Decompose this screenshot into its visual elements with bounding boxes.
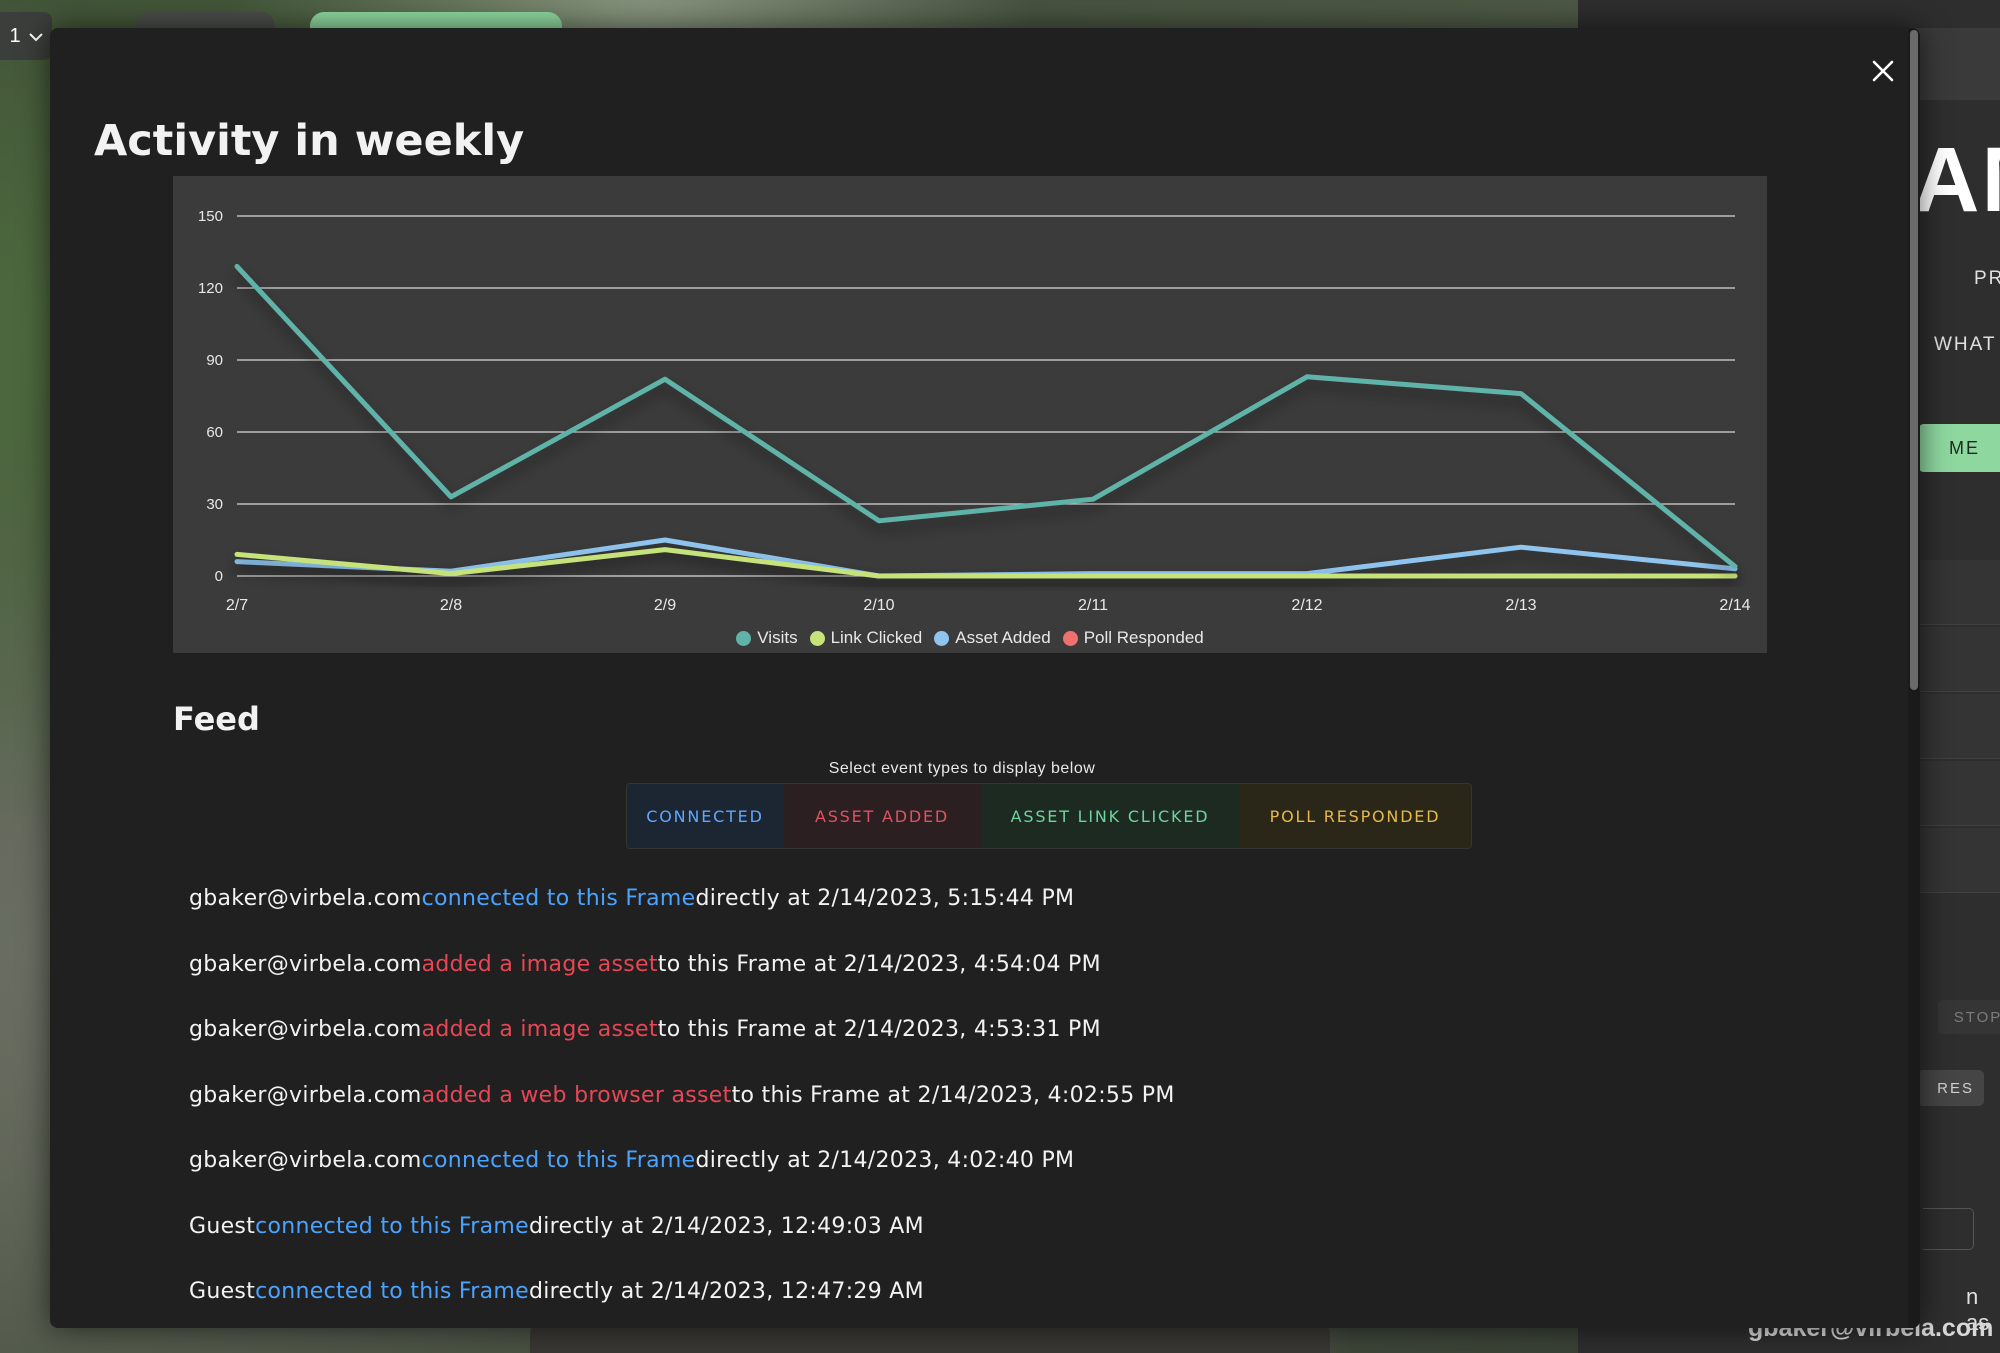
- side-panel-input[interactable]: [1923, 1208, 1974, 1250]
- legend-label: Visits: [757, 628, 798, 647]
- feed-action[interactable]: connected to this Frame: [421, 1148, 696, 1174]
- feed-action[interactable]: connected to this Frame: [421, 886, 696, 912]
- background-bottom-bar: [530, 1325, 1330, 1353]
- side-panel-list: [1918, 560, 2000, 895]
- feed-action[interactable]: added a image asset: [421, 1017, 658, 1043]
- feed-item: gbaker@virbela.com added a web browser a…: [189, 1063, 1789, 1129]
- legend-item[interactable]: Link Clicked: [809, 628, 923, 648]
- y-tick-label: 120: [198, 280, 223, 297]
- legend-label: Poll Responded: [1083, 628, 1204, 647]
- x-tick-label: 2/12: [1291, 597, 1322, 614]
- feed-detail: to this Frame at 2/14/2023, 4:53:31 PM: [657, 1017, 1101, 1043]
- legend-marker: [809, 630, 825, 646]
- feed-user: gbaker@virbela.com: [189, 1148, 422, 1174]
- feed-action[interactable]: added a image asset: [421, 951, 658, 977]
- side-panel-list-row[interactable]: [1918, 560, 2000, 625]
- legend-marker: [1062, 630, 1078, 646]
- close-icon: [1872, 60, 1894, 86]
- feed-detail: directly at 2/14/2023, 4:02:40 PM: [695, 1148, 1075, 1174]
- y-tick-label: 60: [206, 424, 223, 441]
- feed-item: gbaker@virbela.com connected to this Fra…: [189, 1128, 1789, 1194]
- side-panel-green-button[interactable]: ME: [1918, 424, 2000, 472]
- feed-detail: to this Frame at 2/14/2023, 4:54:04 PM: [657, 951, 1101, 977]
- y-tick-label: 150: [198, 208, 223, 225]
- feed-detail: to this Frame at 2/14/2023, 4:02:55 PM: [731, 1082, 1175, 1108]
- x-tick-label: 2/10: [863, 597, 894, 614]
- activity-chart: 0 30 60 90 120 150 2/7 2/8 2/9 2/10 2/11 2/12 2/13 2…: [173, 176, 1767, 653]
- x-tick-label: 2/8: [440, 597, 462, 614]
- legend-label: Link Clicked: [830, 628, 923, 647]
- modal-scrollbar[interactable]: [1908, 28, 1920, 1328]
- feed-user: gbaker@virbela.com: [189, 1082, 422, 1108]
- feed-action[interactable]: connected to this Frame: [255, 1279, 529, 1305]
- feed-detail: directly at 2/14/2023, 12:49:03 AM: [528, 1213, 924, 1239]
- feed-item: Guest connected to this Frame directly a…: [189, 1259, 1789, 1325]
- feed-item: Guest connected to this Frame directly a…: [189, 1194, 1789, 1260]
- x-tick-label: 2/7: [226, 597, 248, 614]
- feed-detail: directly at 2/14/2023, 5:15:44 PM: [695, 886, 1075, 912]
- background-tab[interactable]: [135, 12, 275, 30]
- filter-asset-added-button[interactable]: ASSET ADDED: [783, 784, 981, 848]
- feed-title: Feed: [173, 700, 260, 738]
- filter-caption: Select event types to display below: [828, 760, 1096, 777]
- close-button[interactable]: [1860, 50, 1906, 96]
- x-tick-label: 2/9: [654, 597, 676, 614]
- feed-item: gbaker@virbela.com added a image asset t…: [189, 997, 1789, 1063]
- side-panel-text-1: PR: [1974, 268, 2000, 289]
- chart-svg: 0 30 60 90 120 150 2/7 2/8 2/9 2/10 2/11 2/12 2/13 2…: [198, 208, 1751, 614]
- res-button[interactable]: RES: [1918, 1070, 1984, 1106]
- modal-title: Activity in weekly: [94, 116, 525, 166]
- feed-action[interactable]: connected to this Frame: [255, 1213, 529, 1239]
- feed-user: gbaker@virbela.com: [189, 1017, 422, 1043]
- stop-button[interactable]: STOP: [1938, 1000, 2000, 1034]
- side-panel-list-row[interactable]: [1918, 694, 2000, 759]
- feed-user: Guest: [189, 1213, 256, 1239]
- chevron-down-icon: [28, 25, 43, 48]
- background-dropdown-value: 1: [9, 24, 21, 47]
- x-tick-label: 2/11: [1078, 597, 1108, 614]
- side-panel-text-2: WHAT: [1934, 334, 1997, 355]
- filter-poll-responded-button[interactable]: POLL RESPONDED: [1239, 784, 1471, 848]
- legend-marker: [934, 630, 950, 646]
- filter-connected-button[interactable]: CONNECTED: [627, 784, 783, 848]
- feed-action[interactable]: added a web browser asset: [421, 1082, 732, 1108]
- activity-modal: Activity in weekly 0 30 60 90 120 150 2/7 2/8 2…: [50, 28, 1920, 1328]
- feed-detail: directly at 2/14/2023, 12:47:29 AM: [528, 1279, 924, 1305]
- feed-item: gbaker@virbela.com connected to this Fra…: [189, 866, 1789, 932]
- event-type-filter: CONNECTED ASSET ADDED ASSET LINK CLICKED…: [626, 783, 1472, 849]
- legend-item[interactable]: Asset Added: [934, 628, 1051, 648]
- feed-user: Guest: [189, 1279, 256, 1305]
- feed-item: gbaker@virbela.com added a image asset t…: [189, 932, 1789, 998]
- side-panel-list-row[interactable]: [1918, 828, 2000, 893]
- filter-asset-link-clicked-button[interactable]: ASSET LINK CLICKED: [981, 784, 1239, 848]
- feed-user: gbaker@virbela.com: [189, 951, 422, 977]
- legend-label: Asset Added: [955, 628, 1051, 647]
- side-panel-list-row[interactable]: [1918, 761, 2000, 826]
- background-green-button[interactable]: [310, 12, 562, 30]
- legend-item[interactable]: Poll Responded: [1062, 628, 1204, 648]
- y-tick-label: 0: [215, 568, 223, 585]
- modal-scrollbar-thumb[interactable]: [1910, 30, 1918, 690]
- side-panel-list-row[interactable]: [1918, 627, 2000, 692]
- feed-user: gbaker@virbela.com: [189, 886, 422, 912]
- legend-marker: [736, 630, 752, 646]
- side-panel-big-text: AM: [1913, 129, 2000, 231]
- series-line-link-clicked: [234, 547, 1738, 579]
- chart-legend: Visits Link Clicked Asset Added Poll Respon…: [173, 628, 1767, 648]
- y-tick-label: 90: [206, 352, 223, 369]
- x-tick-label: 2/13: [1505, 597, 1536, 614]
- side-panel-signed-in-label: n as: [1966, 1284, 1990, 1335]
- x-tick-label: 2/14: [1719, 597, 1750, 614]
- y-tick-label: 30: [206, 496, 223, 513]
- legend-item[interactable]: Visits: [736, 628, 798, 648]
- background-dropdown[interactable]: 1: [0, 12, 52, 60]
- feed-list: gbaker@virbela.com connected to this Fra…: [189, 866, 1789, 1325]
- series-line-visits: [234, 263, 1738, 569]
